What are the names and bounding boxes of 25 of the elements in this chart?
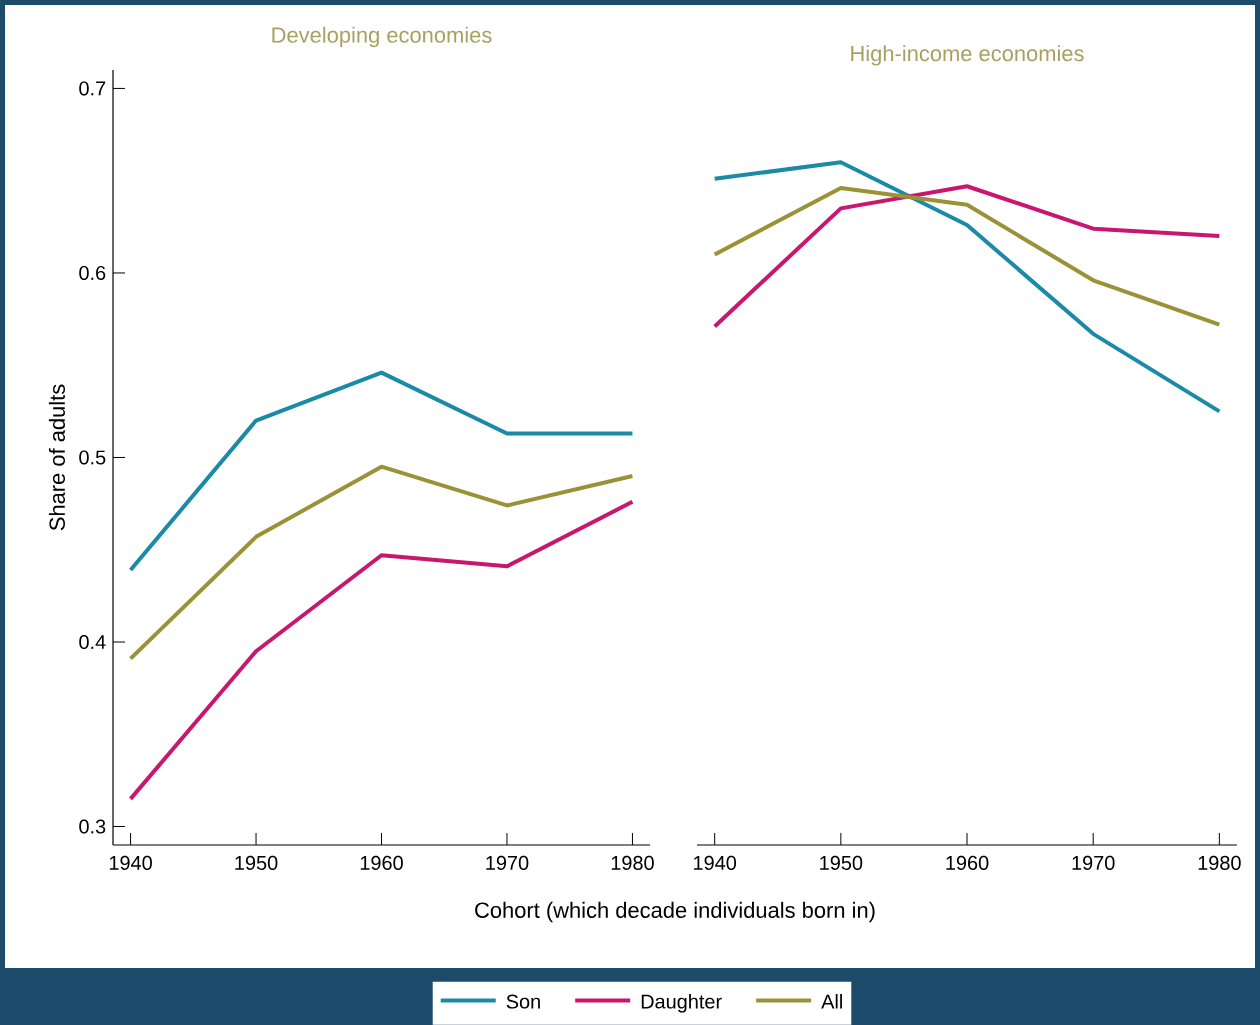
legend-label: Son (506, 994, 540, 1009)
y-tick-label: 0.4 (79, 634, 106, 650)
x-tick-label: 1980 (611, 855, 654, 870)
line-series (128, 499, 635, 801)
y-tick-label: 0.3 (79, 819, 106, 834)
x-tick-label: 1950 (235, 855, 278, 870)
legend-label: Daughter (641, 994, 722, 1013)
x-tick-label: 1940 (694, 855, 737, 870)
line-series (128, 464, 635, 661)
x-tick-label: 1980 (1198, 855, 1241, 870)
line-series (128, 370, 635, 573)
x-tick-label: 1970 (486, 855, 529, 870)
y-tick-label: 0.6 (79, 265, 106, 280)
legend-label: All (821, 994, 842, 1009)
x-tick-label: 1960 (360, 855, 403, 870)
x-tick-label: 1970 (1072, 855, 1115, 870)
x-tick-label: 1940 (109, 855, 152, 870)
chart-title: High-income economies (851, 45, 1084, 66)
y-tick-label: 0.7 (79, 81, 106, 96)
x-tick-label: 1960 (946, 855, 989, 870)
y-axis-title: Share of adults (48, 384, 65, 531)
x-axis-title: Cohort (which decade individuals born in) (475, 901, 875, 923)
x-tick-label: 1950 (820, 855, 863, 870)
y-tick-label: 0.5 (79, 450, 106, 465)
chart-title: Developing economies (272, 26, 492, 48)
